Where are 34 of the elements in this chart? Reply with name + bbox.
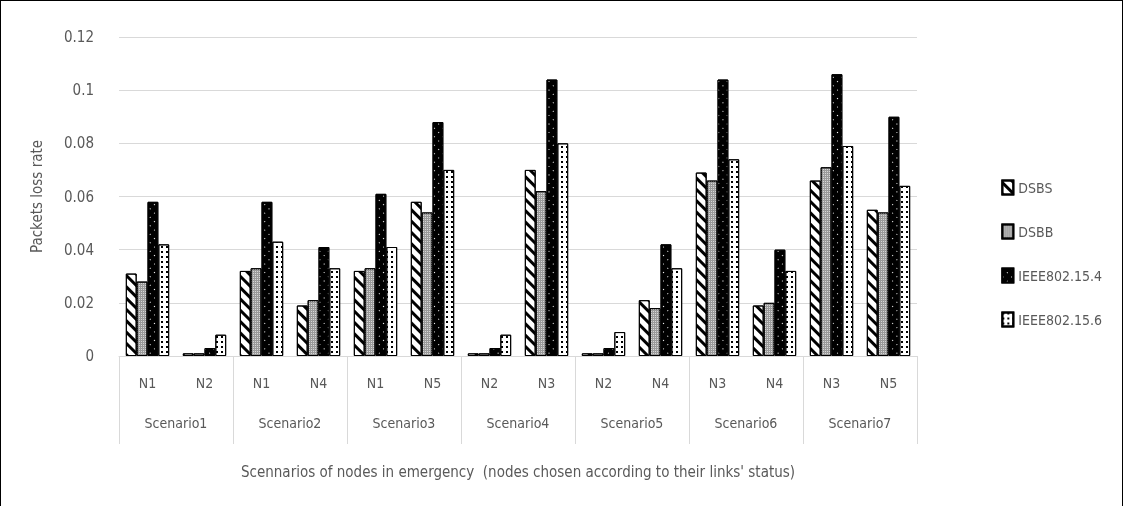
x-tick-label: N3 (708, 375, 727, 391)
x-tick-label: N4 (309, 375, 328, 391)
y-tick-label: 0.1 (72, 81, 94, 100)
text: Scenario3 (372, 415, 436, 431)
x-tick-label: N5 (423, 375, 442, 391)
y-tick-label: 0.04 (63, 240, 94, 259)
x-tick-label: N4 (651, 375, 670, 391)
text: Scenario6 (714, 415, 778, 431)
text: Scenario7 (828, 415, 892, 431)
x-tick-label: N2 (195, 375, 214, 391)
x-tick-label: N1 (138, 375, 157, 391)
legend-label: DSBS (1018, 179, 1053, 196)
text: Scenario2 (258, 415, 322, 431)
y-tick-label: 0 (85, 347, 94, 365)
legend-label: IEEE802.15.6 (1018, 311, 1102, 328)
legend-label: IEEE802.15.4 (1018, 267, 1102, 284)
y-tick-label: 0.08 (63, 134, 94, 153)
x-tick-label: N5 (879, 375, 898, 391)
x-tick-label: N2 (480, 375, 499, 391)
legend-label: DSBB (1018, 223, 1054, 240)
x-tick-label: N2 (594, 375, 613, 391)
y-tick-label: 0.06 (63, 187, 94, 206)
y-tick-label: 0.12 (63, 28, 94, 46)
x-tick-label: N3 (822, 375, 841, 391)
y-tick-label: 0.02 (63, 293, 94, 312)
text: Scenario5 (600, 415, 664, 431)
text: Scenario4 (486, 415, 550, 431)
x-tick-label: N4 (765, 375, 784, 391)
x-tick-label: N3 (537, 375, 556, 391)
x-tick-label: N1 (366, 375, 385, 391)
y-axis-title: Packets loss rate (27, 139, 46, 254)
x-tick-label: N1 (252, 375, 271, 391)
x-axis-title: Scennarios of nodes in emergency (nodes chosen according to their links' status) (240, 462, 796, 481)
text: Scenario1 (144, 415, 208, 431)
